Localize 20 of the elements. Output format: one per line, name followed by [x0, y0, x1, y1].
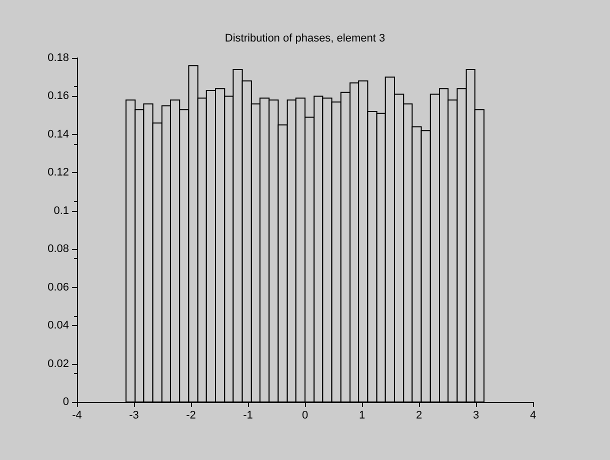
y-tick-label: 0.14 — [48, 128, 69, 140]
y-tick-label: 0.04 — [48, 320, 69, 332]
chart-title: Distribution of phases, element 3 — [224, 32, 386, 44]
y-tick-label: 0.02 — [48, 358, 69, 370]
x-tick-label: 2 — [416, 410, 422, 422]
x-tick-label: 0 — [302, 410, 308, 422]
x-tick-label: 4 — [530, 410, 536, 422]
x-tick-label: -1 — [243, 410, 253, 422]
x-tick-label: -3 — [129, 410, 139, 422]
x-tick-label: -4 — [72, 410, 82, 422]
x-tick-label: -2 — [186, 410, 196, 422]
y-tick-label: 0.18 — [48, 52, 69, 64]
y-tick-label: 0.16 — [48, 90, 69, 102]
x-tick-label: 3 — [472, 410, 480, 422]
y-tick-label: 0.08 — [48, 243, 69, 256]
y-tick-label: 0.06 — [48, 281, 69, 294]
y-tick-label: 0.1 — [54, 204, 69, 217]
x-tick-label: 1 — [358, 410, 366, 422]
y-tick-label: 0.12 — [48, 166, 69, 179]
y-tick-label: 0 — [62, 396, 69, 408]
